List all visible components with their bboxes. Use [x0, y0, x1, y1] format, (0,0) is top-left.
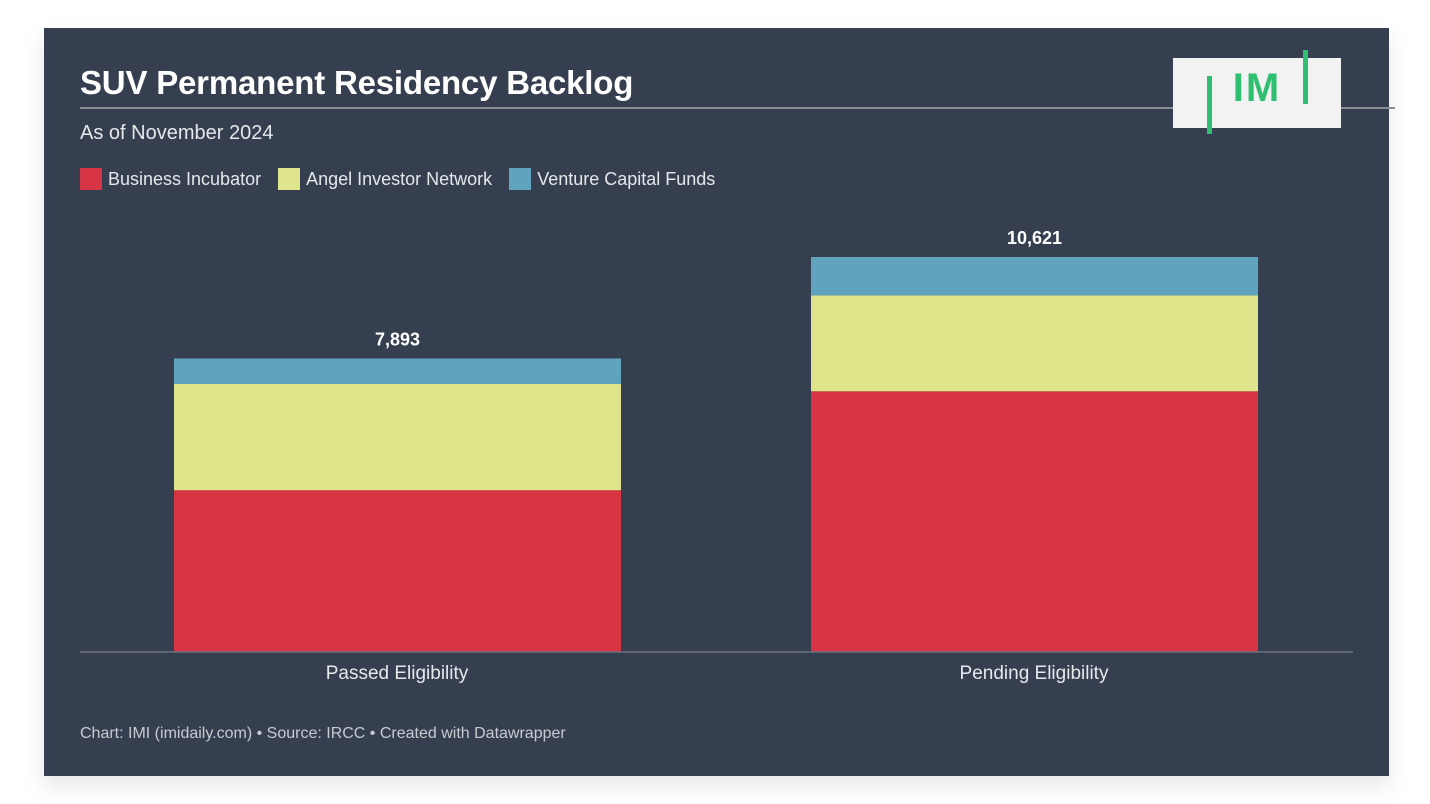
bar-passed-eligibility-business-incubator [174, 490, 621, 652]
legend-label-business-incubator: Business Incubator [108, 168, 262, 189]
x-tick-label-pending-eligibility: Pending Eligibility [960, 663, 1109, 684]
chart-footer: Chart: IMI (imidaily.com) • Source: IRCC… [80, 725, 566, 742]
legend-swatch-venture-capital-funds [509, 168, 532, 190]
logo-bar-right [1303, 50, 1308, 104]
imi-logo: IM [1173, 50, 1341, 134]
legend-label-venture-capital-funds: Venture Capital Funds [537, 168, 716, 189]
legend-item-venture-capital-funds: Venture Capital Funds [509, 168, 715, 190]
total-label-passed-eligibility: 7,893 [375, 329, 420, 349]
chart-title: SUV Permanent Residency Backlog [80, 64, 634, 101]
legend-swatch-angel-investor-network [278, 168, 301, 190]
bar-passed-eligibility-angel-investor-network [174, 383, 621, 491]
total-label-pending-eligibility: 10,621 [1007, 228, 1062, 248]
x-tick-label-passed-eligibility: Passed Eligibility [326, 663, 469, 684]
bar-pending-eligibility-business-incubator [811, 391, 1258, 652]
bar-pending-eligibility-angel-investor-network [811, 295, 1258, 392]
bar-pending-eligibility-venture-capital-funds [811, 257, 1258, 296]
legend: Business Incubator Angel Investor Networ… [80, 167, 732, 191]
chart-subtitle: As of November 2024 [80, 122, 274, 144]
legend-label-angel-investor-network: Angel Investor Network [306, 168, 493, 189]
legend-swatch-business-incubator [80, 168, 102, 190]
legend-item-angel-investor-network: Angel Investor Network [278, 168, 492, 190]
title-divider [80, 107, 1395, 109]
bars-group [174, 257, 1258, 652]
bar-passed-eligibility-venture-capital-funds [174, 358, 621, 384]
legend-item-business-incubator: Business Incubator [80, 168, 261, 190]
logo-text: IM [1232, 66, 1282, 110]
logo-bar-left [1207, 76, 1212, 134]
